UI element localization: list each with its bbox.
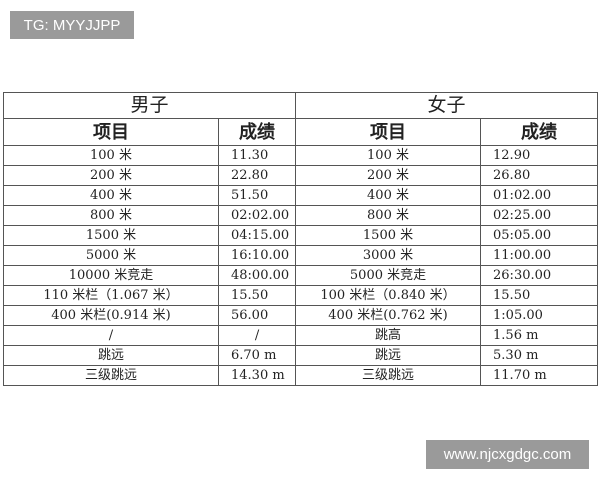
header-result: 成绩 bbox=[480, 118, 599, 146]
women-event: 跳高 bbox=[295, 325, 482, 346]
women-result: 01:02.00 bbox=[480, 185, 599, 206]
women-event: 1500 米 bbox=[295, 225, 482, 246]
women-event: 800 米 bbox=[295, 205, 482, 226]
men-result: 22.80 bbox=[217, 165, 297, 186]
results-table: 男子 女子 项目 成绩 项目 成绩 100 米 11.30 100 米 12.90 20… bbox=[2, 92, 599, 386]
men-event: 10000 米竞走 bbox=[3, 265, 219, 286]
men-event: 跳远 bbox=[3, 345, 219, 366]
men-event: 100 米 bbox=[3, 145, 219, 166]
women-event: 5000 米竞走 bbox=[295, 265, 482, 286]
header-event: 项目 bbox=[3, 118, 219, 146]
men-event: 400 米 bbox=[3, 185, 219, 206]
men-result: 02:02.00 bbox=[217, 205, 297, 226]
men-result: 6.70 m bbox=[217, 345, 297, 366]
group-header-row: 男子 女子 bbox=[2, 92, 599, 119]
women-result: 1:05.00 bbox=[480, 305, 599, 326]
table-row: 110 米栏（1.067 米） 15.50 100 米栏（0.840 米） 15.50 bbox=[3, 285, 599, 306]
men-result: 14.30 m bbox=[217, 365, 297, 386]
women-result: 1.56 m bbox=[480, 325, 599, 346]
table-row: 10000 米竞走 48:00.00 5000 米竞走 26:30.00 bbox=[3, 265, 599, 286]
women-result: 26:30.00 bbox=[480, 265, 599, 286]
men-event: 200 米 bbox=[3, 165, 219, 186]
men-event: 1500 米 bbox=[3, 225, 219, 246]
table-row: 400 米栏(0.914 米) 56.00 400 米栏(0.762 米) 1:05.… bbox=[3, 305, 599, 326]
header-result: 成绩 bbox=[217, 118, 297, 146]
group-men: 男子 bbox=[2, 92, 297, 119]
table-row: 三级跳远 14.30 m 三级跳远 11.70 m bbox=[3, 365, 599, 386]
women-event: 3000 米 bbox=[295, 245, 482, 266]
men-event: 400 米栏(0.914 米) bbox=[3, 305, 219, 326]
men-result: 04:15.00 bbox=[217, 225, 297, 246]
women-result: 12.90 bbox=[480, 145, 599, 166]
women-result: 05:05.00 bbox=[480, 225, 599, 246]
women-result: 11.70 m bbox=[480, 365, 599, 386]
men-event: 110 米栏（1.067 米） bbox=[3, 285, 219, 306]
women-event: 100 米栏（0.840 米） bbox=[295, 285, 482, 306]
table-row: 100 米 11.30 100 米 12.90 bbox=[3, 145, 599, 166]
header-event: 项目 bbox=[295, 118, 482, 146]
men-result: 15.50 bbox=[217, 285, 297, 306]
men-result: 11.30 bbox=[217, 145, 297, 166]
women-result: 15.50 bbox=[480, 285, 599, 306]
table-row: 5000 米 16:10.00 3000 米 11:00.00 bbox=[3, 245, 599, 266]
watermark-bottom-right: www.njcxgdgc.com bbox=[426, 440, 589, 469]
table-row: / / 跳高 1.56 m bbox=[3, 325, 599, 346]
women-result: 02:25.00 bbox=[480, 205, 599, 226]
table-row: 200 米 22.80 200 米 26.80 bbox=[3, 165, 599, 186]
group-women: 女子 bbox=[295, 92, 599, 119]
men-event: 800 米 bbox=[3, 205, 219, 226]
men-event: 5000 米 bbox=[3, 245, 219, 266]
women-event: 200 米 bbox=[295, 165, 482, 186]
men-result: 48:00.00 bbox=[217, 265, 297, 286]
table-row: 跳远 6.70 m 跳远 5.30 m bbox=[3, 345, 599, 366]
women-event: 100 米 bbox=[295, 145, 482, 166]
column-header-row: 项目 成绩 项目 成绩 bbox=[3, 118, 599, 146]
women-event: 跳远 bbox=[295, 345, 482, 366]
table-row: 1500 米 04:15.00 1500 米 05:05.00 bbox=[3, 225, 599, 246]
men-event: 三级跳远 bbox=[3, 365, 219, 386]
men-result: 16:10.00 bbox=[217, 245, 297, 266]
women-event: 400 米 bbox=[295, 185, 482, 206]
women-result: 11:00.00 bbox=[480, 245, 599, 266]
men-result: / bbox=[217, 325, 297, 346]
men-result: 56.00 bbox=[217, 305, 297, 326]
table-row: 400 米 51.50 400 米 01:02.00 bbox=[3, 185, 599, 206]
men-event: / bbox=[3, 325, 219, 346]
women-result: 5.30 m bbox=[480, 345, 599, 366]
watermark-top-left: TG: MYYJJPP bbox=[10, 11, 134, 39]
women-event: 三级跳远 bbox=[295, 365, 482, 386]
men-result: 51.50 bbox=[217, 185, 297, 206]
table-row: 800 米 02:02.00 800 米 02:25.00 bbox=[3, 205, 599, 226]
women-result: 26.80 bbox=[480, 165, 599, 186]
women-event: 400 米栏(0.762 米) bbox=[295, 305, 482, 326]
